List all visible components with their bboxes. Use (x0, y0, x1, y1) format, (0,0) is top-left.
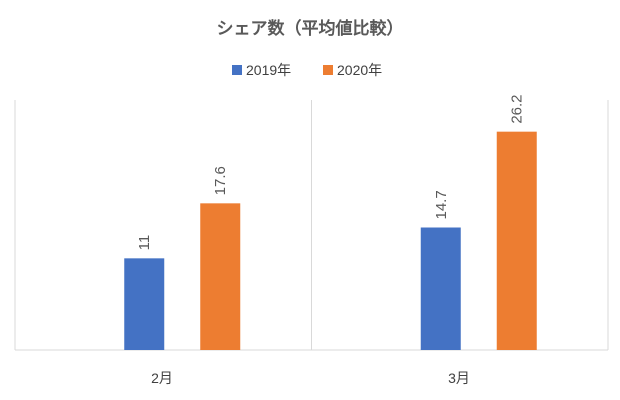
legend-label-2019: 2019年 (246, 62, 291, 78)
data-label-2019年-2月: 11 (136, 235, 153, 251)
legend-swatch-2019 (232, 65, 242, 75)
plot-area: 11 17.6 14.7 26.2 (14, 94, 609, 351)
x-tick-label-feb: 2月 (151, 370, 173, 386)
chart-title: シェア数（平均値比較） (217, 18, 404, 39)
bar-2019年-3月 (420, 227, 461, 350)
x-axis: 2月 3月 (151, 370, 470, 386)
bar-2020年-2月 (200, 203, 241, 350)
data-label-2020年-2月: 17.6 (212, 166, 229, 195)
data-label-2019年-3月: 14.7 (433, 190, 450, 219)
bar-2019年-2月 (124, 258, 165, 350)
data-label-2020年-3月: 26.2 (509, 94, 526, 123)
x-tick-label-mar: 3月 (448, 370, 470, 386)
legend-swatch-2020 (323, 65, 333, 75)
bar-2020年-3月 (496, 131, 537, 350)
legend: 2019年 2020年 (232, 62, 382, 78)
legend-label-2020: 2020年 (337, 62, 382, 78)
